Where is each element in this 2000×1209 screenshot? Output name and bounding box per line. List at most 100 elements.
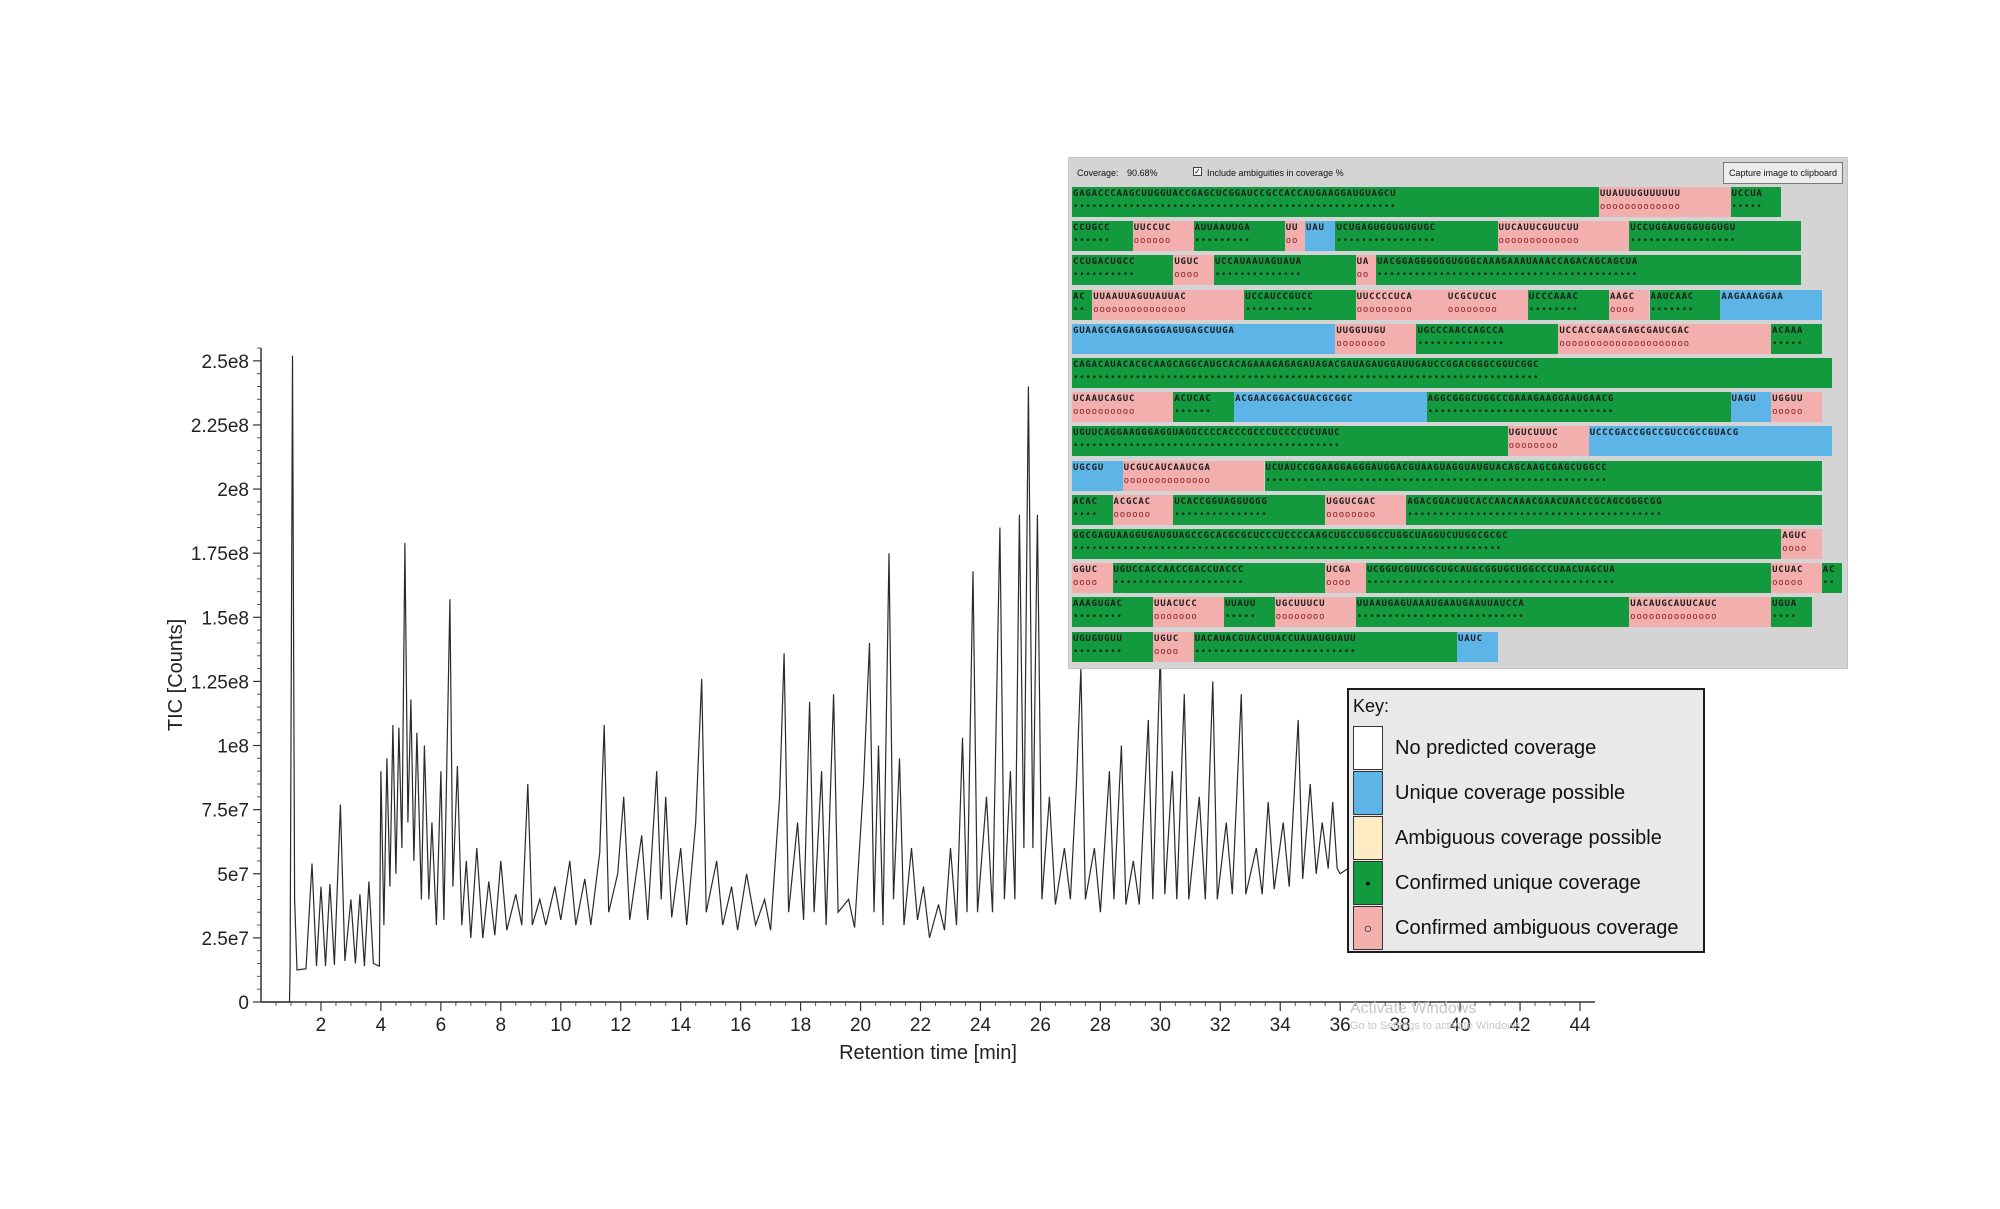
coverage-segment-confirmed-unique: ACUCAC •••••• <box>1173 392 1235 423</box>
segment-sequence: GGCGAGUAAGGUGAUGUAGCCGCACGCGCUCCCUCCCCAA… <box>1073 531 1509 541</box>
segment-marks: •••••••••••••• <box>1417 338 1505 349</box>
capture-image-button[interactable]: Capture image to clipboard <box>1722 162 1843 184</box>
segment-sequence: UGUCCACCAACCGACCUACCC <box>1113 565 1245 576</box>
coverage-toolbar: Coverage: 90.68% ✓ Include ambiguities i… <box>1073 162 1843 184</box>
coverage-segment-confirmed-ambiguous: UCUAC ooooo <box>1771 563 1822 594</box>
coverage-segment-confirmed-unique: UCGGUCGUUCGCUGCAUGCGGUGCUGGCCCUAACUAGCUA… <box>1365 563 1772 594</box>
segment-sequence: UUGGUUGU <box>1336 325 1387 336</box>
coverage-segment-confirmed-ambiguous: UUAAUUAGUUAUUAC ooooooooooooooo <box>1092 289 1245 320</box>
segment-marks: •••••••• <box>1073 646 1123 657</box>
coverage-segment-confirmed-ambiguous: UUAUUUGUUUUUU ooooooooooooo <box>1598 187 1731 217</box>
segment-marks: oooo <box>1609 304 1635 315</box>
segment-sequence: UCGUCAUCAAUCGA <box>1123 462 1211 473</box>
x-tick-label: 20 <box>850 1015 871 1036</box>
coverage-segment-confirmed-unique: AC •• <box>1072 289 1093 320</box>
coverage-segment-confirmed-ambiguous: UGUCUUUC oooooooo <box>1507 426 1589 457</box>
segment-marks: ooooooooooooooooooooo <box>1559 338 1690 349</box>
key-label: No predicted coverage <box>1395 737 1597 759</box>
coverage-segment-confirmed-unique: UCCAUCCGUCC ••••••••••• <box>1244 289 1356 320</box>
coverage-segment-unique-possible: AAGAAAGGAA <box>1720 289 1822 320</box>
coverage-segment-confirmed-ambiguous: UGUC oooo <box>1173 255 1214 286</box>
segment-marks: •••••••••• <box>1073 270 1136 281</box>
coverage-segment-confirmed-unique: UCUGAGUGGUGUGUGC •••••••••••••••• <box>1335 221 1498 252</box>
segment-sequence: UGUGUGUU <box>1073 633 1123 644</box>
segment-marks: oooooooooooooo <box>1123 475 1211 486</box>
segment-marks: oooo <box>1326 578 1352 589</box>
x-tick-label: 2 <box>316 1015 327 1036</box>
coverage-segment-confirmed-ambiguous: GGUC oooo <box>1072 563 1113 594</box>
segment-marks: ooooooooooooooo <box>1093 304 1187 315</box>
x-tick-label: 18 <box>790 1015 811 1036</box>
segment-sequence: UGGUCGAC <box>1326 496 1377 507</box>
segment-marks: •••••••• <box>1073 612 1123 623</box>
coverage-segment-unique-possible: GUAAGCGAGAGAGGGAGUGAGCUUGA <box>1072 323 1336 354</box>
x-tick-label: 42 <box>1509 1015 1530 1036</box>
segment-marks: ••••••••••••••••••••••••••••••••••••••••… <box>1265 475 1608 486</box>
x-tick-label: 34 <box>1270 1015 1292 1036</box>
coverage-segment-confirmed-ambiguous: AAGC oooo <box>1608 289 1650 320</box>
include-ambiguities-checkbox[interactable]: ✓ <box>1193 167 1202 176</box>
segment-marks: ••••••••••••••••••••••••••••••••••••••••… <box>1073 373 1540 383</box>
segment-sequence: AGGCGGGCUGGCCGAAAGAAGGAAUGAACG <box>1427 394 1615 405</box>
y-axis-ticks: 0 2.5e7 5e7 7.5e7 1e8 1.25e8 1.5e8 1.75e8 2e8 2.2… <box>191 347 261 1014</box>
coverage-segment-confirmed-ambiguous: UACAUGCAUUCAUC oooooooooooooo <box>1629 597 1772 628</box>
coverage-segment-unique-possible: ACGAACGGACGUACGCGGC <box>1234 392 1427 423</box>
segment-sequence: UACGGAGGGGGGUGGGCAAAGAAAUAAACCAGACAGCAGC… <box>1376 257 1639 268</box>
segment-sequence: UCCCAAAC <box>1528 291 1579 302</box>
segment-sequence: ACAC <box>1073 496 1098 507</box>
segment-sequence: AGUC <box>1782 531 1808 541</box>
segment-marks: oooooooo <box>1275 612 1326 623</box>
segment-sequence: AAGAAAGGAA <box>1721 291 1784 302</box>
segment-marks: oooooooooo <box>1073 407 1136 418</box>
coverage-segment-confirmed-unique: UGCCCAACCAGCCA •••••••••••••• <box>1416 323 1559 354</box>
x-axis-ticks: 2 4 6 8 10 12 14 16 18 20 22 24 26 28 30 32 34 36 38 40 42 44 <box>275 1002 1591 1036</box>
coverage-segment-confirmed-unique: UGUCCACCAACCGACCUACCC •••••••••••••••••••… <box>1112 563 1326 594</box>
key-label: Unique coverage possible <box>1395 782 1626 804</box>
segment-sequence: UGUA <box>1772 599 1797 610</box>
x-tick-label: 30 <box>1150 1015 1171 1036</box>
coverage-segment-confirmed-ambiguous: UUGGUUGU oooooooo <box>1335 323 1417 354</box>
coverage-segment-confirmed-ambiguous: UCGA oooo <box>1325 563 1366 594</box>
segment-marks: oooooo <box>1113 509 1151 520</box>
segment-marks: •••• <box>1073 509 1098 520</box>
coverage-segment-confirmed-ambiguous: UA oo <box>1355 255 1376 286</box>
coverage-segment-confirmed-unique: AGACGGACUGCACCAACAAACGAACUAACCGCAGCGGGCG… <box>1406 494 1822 525</box>
segment-marks: •••••••••••••• <box>1214 270 1302 281</box>
segment-marks: oooo <box>1174 270 1200 281</box>
segment-sequence: UGCGU <box>1073 462 1105 473</box>
segment-sequence: AC <box>1822 565 1836 576</box>
segment-sequence: AAGC <box>1609 291 1635 302</box>
x-tick-label: 8 <box>496 1015 507 1036</box>
segment-marks: ••••• <box>1772 338 1804 349</box>
segment-marks: ooooooooooooo <box>1599 202 1681 212</box>
y-tick-label: 2e8 <box>217 480 249 501</box>
segment-marks: oooooooo <box>1447 304 1498 315</box>
y-tick-label: 7.5e7 <box>201 801 249 822</box>
key-label: Confirmed ambiguous coverage <box>1395 917 1679 939</box>
segment-sequence: UUCAUUCGUUCUU <box>1498 223 1580 234</box>
segment-sequence: UAUC <box>1458 633 1483 644</box>
segment-sequence: ACGCAC <box>1113 496 1151 507</box>
segment-marks: •••••• <box>1073 236 1111 247</box>
watermark-line-1: Activate Windows <box>1350 1000 1477 1017</box>
segment-marks: oooooooooooooo <box>1630 612 1718 623</box>
segment-marks: •• <box>1822 578 1836 589</box>
key-swatch: ○ <box>1353 906 1383 950</box>
segment-sequence: UAU <box>1306 223 1325 234</box>
x-tick-label: 16 <box>730 1015 751 1036</box>
segment-sequence: UGUC <box>1174 257 1200 268</box>
coverage-segment-confirmed-ambiguous: UUACUCC ooooooo <box>1153 597 1224 628</box>
segment-sequence: ACAAA <box>1772 325 1804 336</box>
segment-sequence: UGCCCAACCAGCCA <box>1417 325 1505 336</box>
y-tick-label: 5e7 <box>217 865 249 886</box>
segment-marks: ••••• <box>1731 202 1763 212</box>
coverage-segment-unique-possible: UAUC <box>1457 631 1498 662</box>
segment-marks: oooo <box>1154 646 1179 657</box>
segment-marks: oooooo <box>1133 236 1172 247</box>
coverage-segment-confirmed-unique: ACAAA ••••• <box>1771 323 1822 354</box>
segment-sequence: UACAUGCAUUCAUC <box>1630 599 1718 610</box>
segment-sequence: GAGACCCAAGCUUGGUACCGAGCUCGGAUCCGCCACCAUG… <box>1073 189 1397 199</box>
segment-sequence: UGUUCAGGAAGGGAGGUAGGCCCCACCCGCCCUCCCCUCU… <box>1073 428 1341 439</box>
segment-marks: oo <box>1285 236 1299 247</box>
segment-marks: oo <box>1356 270 1370 281</box>
